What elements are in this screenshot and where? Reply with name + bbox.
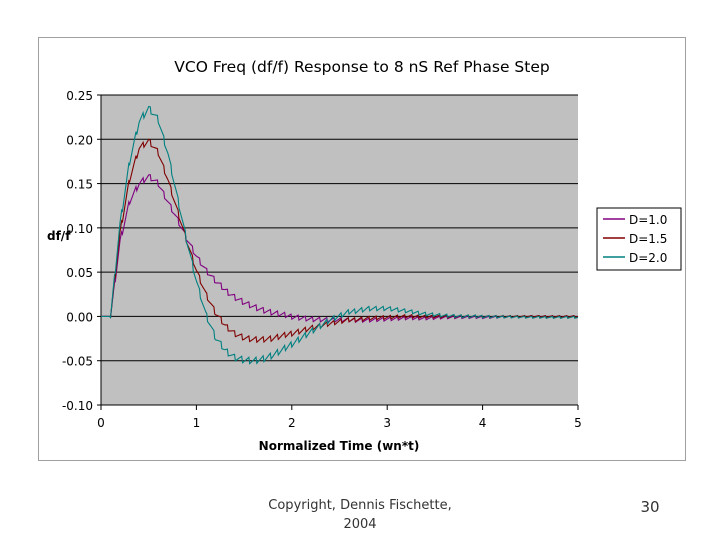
series-line-d-2-0 (101, 105, 579, 365)
y-axis-label: df/f (47, 229, 71, 243)
copyright-line-1: Copyright, Dennis Fischette, (268, 498, 452, 513)
chart-svg: VCO Freq (df/f) Response to 8 nS Ref Pha… (47, 58, 682, 453)
x-tick-label: 5 (574, 416, 582, 430)
x-tick-label: 2 (288, 416, 296, 430)
y-tick-label: -0.05 (62, 355, 93, 369)
x-tick-label: 4 (479, 416, 487, 430)
x-tick-label: 0 (97, 416, 105, 430)
chart-frame: VCO Freq (df/f) Response to 8 nS Ref Pha… (38, 37, 686, 461)
legend-label: D=2.0 (629, 251, 667, 265)
y-tick-label: 0.25 (66, 89, 93, 103)
copyright-line-2: 2004 (343, 517, 377, 532)
x-tick-label: 3 (383, 416, 391, 430)
legend-label: D=1.0 (629, 213, 667, 227)
chart-title: VCO Freq (df/f) Response to 8 nS Ref Pha… (174, 58, 549, 76)
x-axis-label: Normalized Time (wn*t) (259, 439, 420, 453)
page-number: 30 (640, 498, 660, 516)
y-tick-label: -0.10 (62, 399, 93, 413)
legend-label: D=1.5 (629, 232, 667, 246)
legend: D=1.0 D=1.5 D=2.0 (596, 207, 682, 271)
plot-area: -0.10 -0.05 0.00 0.05 0.10 0.15 0.20 0.25 0 1 2 3 4 5 (62, 89, 582, 430)
y-tick-label: 0.00 (66, 310, 93, 324)
y-tick-label: 0.20 (66, 133, 93, 147)
plot-background (101, 95, 578, 405)
copyright-notice: Copyright, Dennis Fischette, 2004 (240, 496, 480, 534)
x-tick-label: 1 (193, 416, 201, 430)
y-tick-label: 0.15 (66, 178, 93, 192)
y-tick-label: 0.05 (66, 266, 93, 280)
y-tick-label: 0.10 (66, 222, 93, 236)
